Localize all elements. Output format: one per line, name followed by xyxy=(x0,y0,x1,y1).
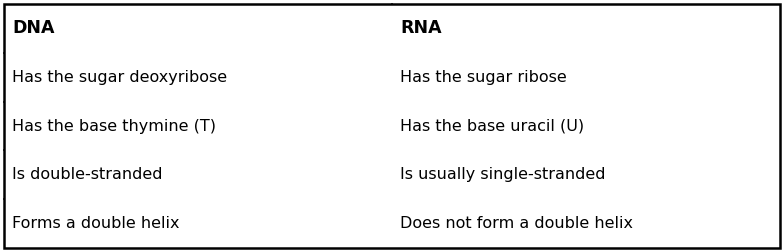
Text: Has the base thymine (T): Has the base thymine (T) xyxy=(12,118,216,134)
Text: Does not form a double helix: Does not form a double helix xyxy=(400,216,633,231)
Text: Is usually single-stranded: Is usually single-stranded xyxy=(400,167,605,182)
Text: Forms a double helix: Forms a double helix xyxy=(12,216,180,231)
Text: RNA: RNA xyxy=(400,19,441,37)
Text: Has the sugar deoxyribose: Has the sugar deoxyribose xyxy=(12,70,227,85)
Text: DNA: DNA xyxy=(12,19,55,37)
Text: Is double-stranded: Is double-stranded xyxy=(12,167,162,182)
Text: Has the sugar ribose: Has the sugar ribose xyxy=(400,70,567,85)
Text: Has the base uracil (U): Has the base uracil (U) xyxy=(400,118,584,134)
